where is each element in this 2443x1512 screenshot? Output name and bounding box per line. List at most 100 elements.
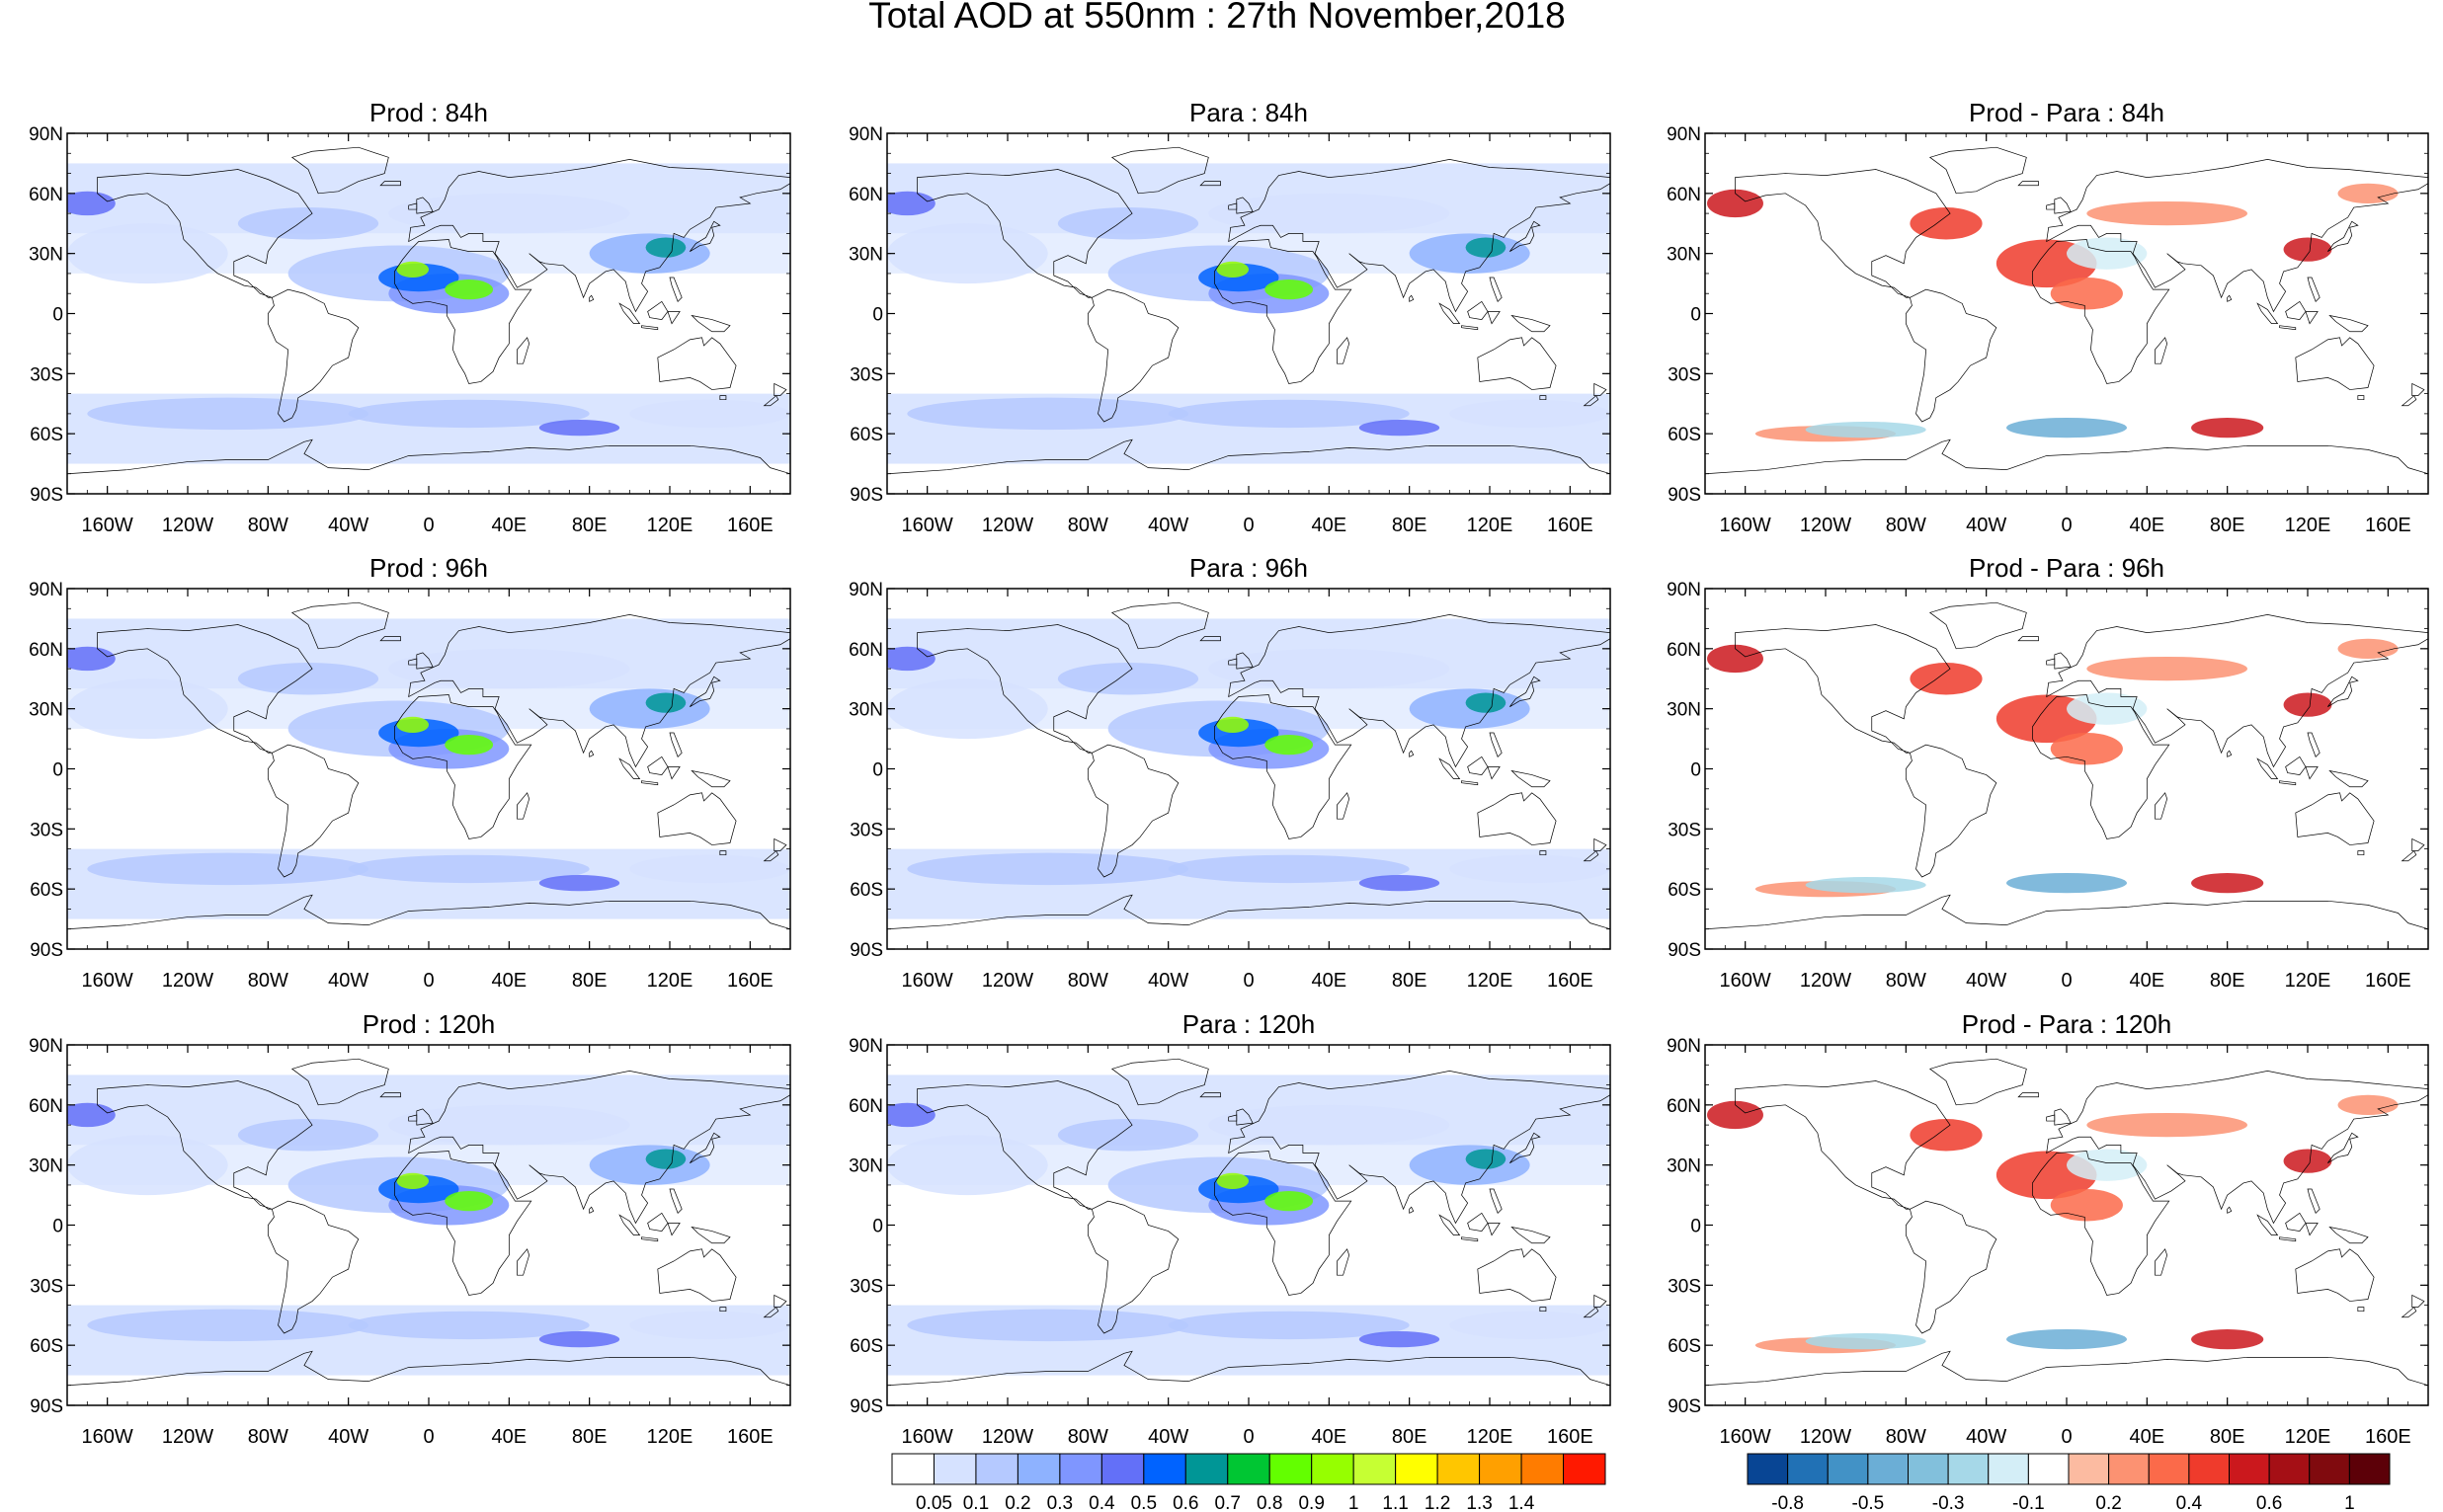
diff-colorbar-swatch xyxy=(2068,1453,2110,1485)
aod-colorbar-label: 1.4 xyxy=(1508,1493,1535,1512)
aod-colorbar-label: 0.05 xyxy=(916,1493,952,1512)
lat-tick-label: 60N xyxy=(849,185,883,205)
lat-tick-label: 30S xyxy=(850,1276,883,1297)
lat-tick-label: 90N xyxy=(849,580,883,600)
lon-tick-label: 40E xyxy=(492,970,528,992)
aod-colorbar-label: 0.3 xyxy=(1047,1493,1073,1512)
lon-tick-label: 40E xyxy=(492,515,528,536)
lon-tick-label: 40W xyxy=(1148,515,1188,536)
lon-tick-label: 120W xyxy=(162,970,213,992)
lon-tick-label: 0 xyxy=(423,515,434,536)
lat-tick-label: 60S xyxy=(1668,425,1701,445)
lat-tick-label: 0 xyxy=(1690,1217,1701,1237)
aod-colorbar-label: 0.8 xyxy=(1257,1493,1282,1512)
lat-tick-label: 60S xyxy=(30,1336,63,1357)
lat-tick-label: 30N xyxy=(29,1156,63,1177)
aod-colorbar: 0.05 0.1 0.2 0.3 0.4 0.5 0.6 0.7 0.8 0.9 1 1.1 1.2 1.… xyxy=(891,1453,1606,1512)
lat-tick-label: 0 xyxy=(52,760,63,781)
lon-tick-label: 120W xyxy=(162,1426,213,1448)
panel-grid: Prod : 84h 90N 60N 30N 0 30S 60S 90S 160W 120W 80W… xyxy=(29,98,2429,1448)
lat-tick-label: 60N xyxy=(849,1096,883,1117)
lat-tick-label: 30S xyxy=(850,364,883,385)
lon-tick-label: 160W xyxy=(1720,1426,1771,1448)
aod-colorbar-label: 0.7 xyxy=(1215,1493,1241,1512)
panel-title: Para : 96h xyxy=(1189,553,1308,583)
lat-tick-label: 30N xyxy=(29,245,63,266)
diff-colorbar-swatch xyxy=(2027,1453,2070,1485)
map-panel-para-120h: Para : 120h 90N 60N 30N 0 30S 60S 90S 160W 120W 80… xyxy=(849,1009,1611,1448)
diff-colorbar-swatch xyxy=(2348,1453,2391,1485)
lon-tick-label: 80W xyxy=(1886,970,1926,992)
lat-tick-label: 90N xyxy=(1667,124,1701,145)
lon-tick-label: 120E xyxy=(2285,970,2331,992)
lat-tick-label: 60N xyxy=(1667,1096,1701,1117)
field-layer xyxy=(887,589,1610,949)
lat-tick-label: 60N xyxy=(1667,185,1701,205)
aod-colorbar-swatch xyxy=(1268,1453,1313,1485)
lon-tick-label: 40W xyxy=(1966,1426,2006,1448)
lat-tick-label: 30N xyxy=(1667,1156,1701,1177)
lat-tick-label: 60N xyxy=(29,185,63,205)
aod-colorbar-swatch xyxy=(1017,1453,1061,1485)
lat-tick-label: 30S xyxy=(30,1276,63,1297)
lon-tick-label: 80E xyxy=(1392,970,1427,992)
aod-colorbar-swatch xyxy=(1563,1453,1606,1485)
lon-tick-label: 80W xyxy=(1068,970,1108,992)
lon-tick-label: 40W xyxy=(1148,970,1188,992)
lon-tick-label: 40E xyxy=(1312,515,1347,536)
diff-colorbar-swatch xyxy=(2148,1453,2190,1485)
panel-title: Prod : 84h xyxy=(369,98,488,127)
lat-tick-label: 0 xyxy=(52,305,63,326)
diff-colorbar: -0.8 -0.5 -0.3 -0.1 0.2 0.4 0.6 1 xyxy=(1747,1453,2391,1512)
lat-tick-label: 0 xyxy=(1690,760,1701,781)
lon-tick-label: 120W xyxy=(982,1426,1033,1448)
lon-tick-label: 80W xyxy=(248,970,288,992)
lat-tick-label: 60N xyxy=(29,640,63,661)
lon-tick-label: 120W xyxy=(1800,515,1851,536)
lon-tick-label: 120E xyxy=(647,1426,693,1448)
lat-tick-label: 30N xyxy=(849,700,883,721)
map-panel-prod-120h: Prod : 120h 90N 60N 30N 0 30S 60S 90S 160W 120W 80… xyxy=(29,1009,791,1448)
lat-tick-label: 30N xyxy=(29,700,63,721)
aod-colorbar-swatch xyxy=(1184,1453,1229,1485)
lon-tick-label: 80E xyxy=(572,1426,608,1448)
aod-colorbar-label: 0.4 xyxy=(1089,1493,1115,1512)
lon-tick-label: 40E xyxy=(2130,970,2165,992)
aod-colorbar-swatch xyxy=(891,1453,935,1485)
lon-tick-label: 160E xyxy=(1547,515,1593,536)
lon-tick-label: 80E xyxy=(1392,1426,1427,1448)
lat-tick-label: 30N xyxy=(849,245,883,266)
aod-colorbar-swatch xyxy=(1143,1453,1186,1485)
lon-tick-label: 160W xyxy=(1720,970,1771,992)
lat-tick-label: 30S xyxy=(1668,1276,1701,1297)
lat-tick-label: 60N xyxy=(1667,640,1701,661)
lon-tick-label: 160E xyxy=(727,515,774,536)
lat-tick-label: 90N xyxy=(849,1036,883,1057)
lon-tick-label: 120W xyxy=(1800,970,1851,992)
diff-colorbar-label: 1 xyxy=(2344,1493,2355,1512)
lon-tick-label: 120E xyxy=(2285,515,2331,536)
lat-tick-label: 90S xyxy=(30,485,63,506)
figure-title: Total AOD at 550nm : 27th November,2018 xyxy=(868,0,1565,36)
panel-title: Prod - Para : 120h xyxy=(1962,1009,2171,1039)
lon-tick-label: 160W xyxy=(902,515,953,536)
lon-tick-label: 160E xyxy=(1547,970,1593,992)
lon-tick-label: 160E xyxy=(1547,1426,1593,1448)
lon-tick-label: 120W xyxy=(982,970,1033,992)
lon-tick-label: 80E xyxy=(1392,515,1427,536)
lat-tick-label: 30S xyxy=(1668,364,1701,385)
lon-tick-label: 80W xyxy=(248,515,288,536)
lat-tick-label: 30N xyxy=(849,1156,883,1177)
lon-tick-label: 160E xyxy=(2365,515,2411,536)
diff-colorbar-swatch xyxy=(1947,1453,1990,1485)
lon-tick-label: 80E xyxy=(2210,970,2245,992)
lon-tick-label: 0 xyxy=(423,1426,434,1448)
lon-tick-label: 80E xyxy=(572,515,608,536)
lon-tick-label: 120E xyxy=(2285,1426,2331,1448)
diff-colorbar-swatch xyxy=(1787,1453,1829,1485)
panel-title: Prod : 120h xyxy=(363,1009,495,1039)
lon-tick-label: 40W xyxy=(1148,1426,1188,1448)
lon-tick-label: 0 xyxy=(1243,970,1254,992)
lat-tick-label: 60S xyxy=(850,425,883,445)
lon-tick-label: 0 xyxy=(2061,1426,2072,1448)
